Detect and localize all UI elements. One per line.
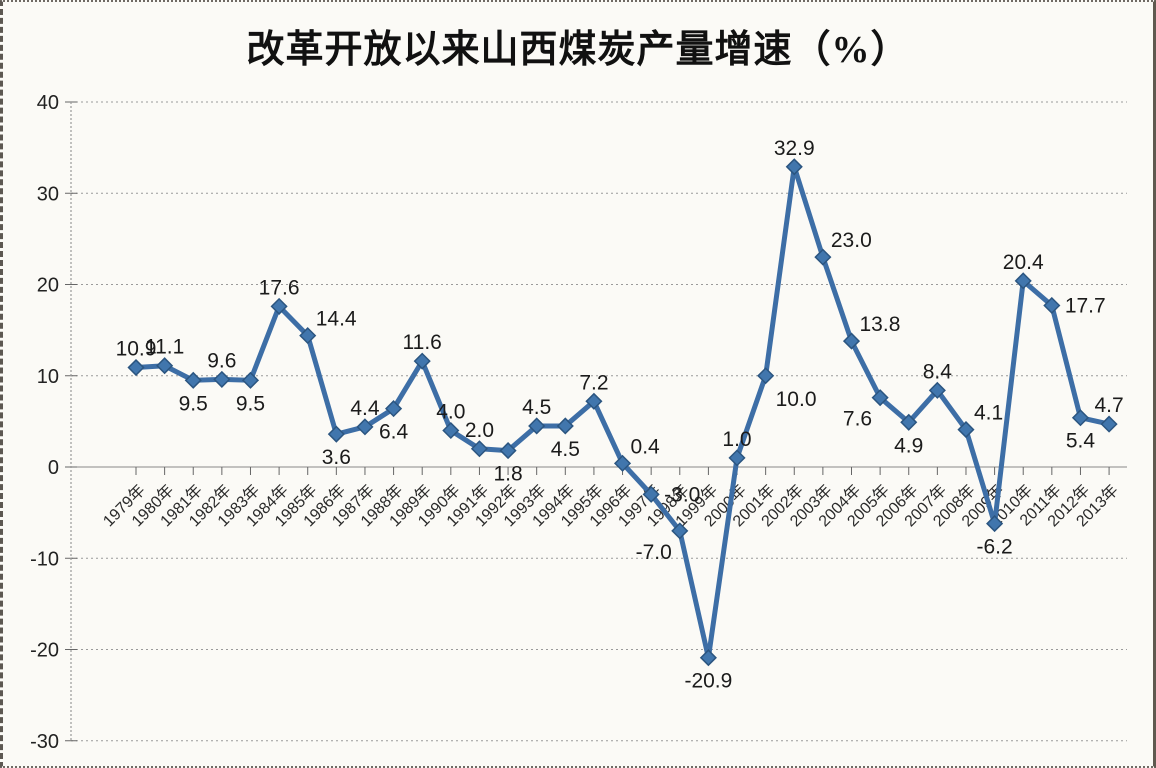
data-point-marker — [1100, 415, 1118, 433]
data-point-marker — [356, 418, 374, 436]
data-point-marker — [470, 440, 489, 458]
data-point-marker — [642, 485, 660, 503]
data-point-marker — [385, 400, 403, 418]
data-point-marker — [184, 371, 202, 389]
data-point-label: -3.0 — [664, 483, 700, 506]
data-point-marker — [1071, 409, 1090, 427]
data-point-marker — [871, 389, 889, 407]
data-point-marker — [299, 327, 317, 345]
data-point-marker — [1014, 272, 1032, 290]
data-point-marker — [270, 297, 288, 315]
data-point-label: 4.5 — [522, 396, 551, 419]
data-point-label: 17.6 — [259, 276, 300, 299]
data-point-marker — [900, 413, 918, 431]
data-point-label: 2.0 — [465, 419, 494, 442]
data-point-label: 1.0 — [722, 428, 751, 451]
data-point-label: 11.6 — [403, 331, 442, 354]
data-point-label: -20.9 — [684, 670, 732, 693]
data-point-label: 20.4 — [1003, 251, 1044, 274]
data-point-marker — [327, 425, 345, 443]
data-point-marker — [556, 417, 574, 435]
data-point-label: 17.7 — [1065, 294, 1106, 317]
data-point-label: 13.8 — [860, 313, 901, 336]
data-point-marker — [528, 417, 546, 435]
data-point-label: 32.9 — [774, 137, 815, 160]
data-point-marker — [213, 370, 231, 388]
data-point-label: 9.5 — [236, 392, 265, 415]
data-point-label: 3.6 — [322, 446, 351, 469]
chart-title: 改革开放以来山西煤炭产量增速（%） — [246, 29, 910, 71]
data-point-label: 14.4 — [316, 308, 357, 331]
data-point-marker — [986, 515, 1004, 533]
data-point-marker — [728, 449, 746, 467]
data-point-marker — [928, 381, 946, 399]
data-point-label: 4.9 — [894, 434, 923, 457]
data-point-marker — [699, 649, 717, 667]
y-tick-label: -20 — [30, 640, 59, 662]
y-tick-label: 40 — [37, 92, 59, 114]
y-tick-label: 10 — [37, 366, 59, 388]
data-point-marker — [241, 371, 260, 389]
data-point-label: 5.4 — [1066, 430, 1096, 453]
data-point-label: 4.1 — [974, 402, 1003, 425]
data-point-label: 4.4 — [350, 397, 380, 420]
data-point-marker — [413, 352, 431, 370]
y-tick-label: -10 — [30, 548, 59, 570]
data-point-label: 9.5 — [179, 392, 208, 415]
y-tick-label: 0 — [48, 457, 59, 479]
data-point-marker — [842, 332, 861, 350]
data-point-marker — [156, 357, 174, 375]
y-tick-label: -30 — [30, 731, 59, 753]
data-point-label: 4.0 — [436, 401, 465, 424]
data-point-label: 23.0 — [831, 229, 872, 252]
data-point-label: 8.4 — [923, 360, 953, 383]
data-point-label: -7.0 — [636, 541, 672, 564]
y-tick-label: 30 — [37, 183, 59, 205]
data-point-marker — [499, 442, 517, 460]
data-point-marker — [814, 248, 832, 266]
data-point-label: 0.4 — [631, 435, 661, 458]
data-point-marker — [613, 454, 632, 472]
line-chart: 403020100-10-20-301979年1980年1981年1982年19… — [30, 92, 1127, 753]
data-point-label: 7.6 — [843, 408, 872, 431]
data-point-label: 10.9 — [116, 338, 157, 361]
data-point-label: 11.1 — [145, 336, 184, 359]
data-point-label: 1.8 — [493, 463, 522, 486]
data-point-marker — [757, 367, 775, 385]
data-point-marker — [785, 158, 803, 176]
data-point-label: 4.5 — [551, 438, 580, 461]
data-point-label: 6.4 — [379, 421, 409, 444]
data-point-label: 10.0 — [776, 388, 817, 411]
y-tick-label: 20 — [37, 275, 59, 297]
data-point-label: 4.7 — [1094, 394, 1123, 417]
data-point-marker — [585, 392, 603, 410]
series-line — [133, 164, 1112, 661]
data-point-marker — [127, 358, 145, 377]
data-point-label: 9.6 — [207, 349, 236, 372]
data-point-marker — [957, 421, 975, 439]
data-point-marker — [442, 421, 460, 440]
data-point-label: 7.2 — [579, 371, 608, 394]
data-point-label: -6.2 — [977, 536, 1013, 559]
data-point-marker — [671, 522, 689, 540]
data-point-marker — [1043, 296, 1061, 315]
